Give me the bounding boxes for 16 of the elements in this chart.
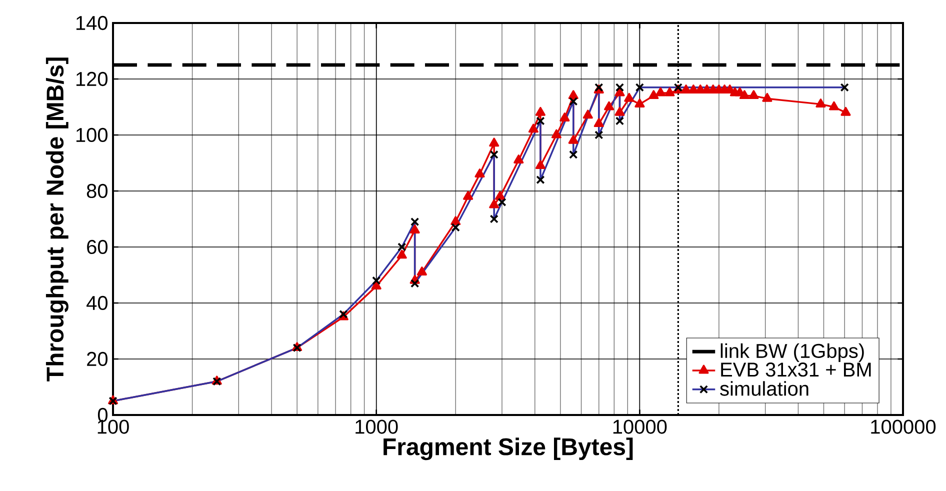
x-tick-label: 1000 [356, 420, 398, 434]
y-tick-label: 60 [87, 240, 108, 254]
legend-label: EVB 31x31 + BM [721, 362, 871, 377]
y-tick-label: 140 [76, 16, 108, 30]
x-tick-label: 10000 [613, 420, 667, 434]
x-axis-title: Fragment Size [Bytes] [384, 438, 633, 460]
y-tick-label: 100 [76, 128, 108, 142]
y-tick-label: 80 [86, 184, 108, 198]
legend-label: simulation [720, 381, 808, 396]
legend-label: link BW (1Gbps) [720, 343, 864, 362]
y-axis-title: Throughput per Node [MB/s] [46, 58, 68, 382]
y-tick-label: 40 [86, 296, 108, 310]
y-tick-label: 20 [87, 352, 108, 366]
x-tick-label: 100000 [871, 420, 936, 434]
x-tick-label: 100 [98, 420, 129, 434]
y-tick-label: 120 [76, 72, 108, 86]
